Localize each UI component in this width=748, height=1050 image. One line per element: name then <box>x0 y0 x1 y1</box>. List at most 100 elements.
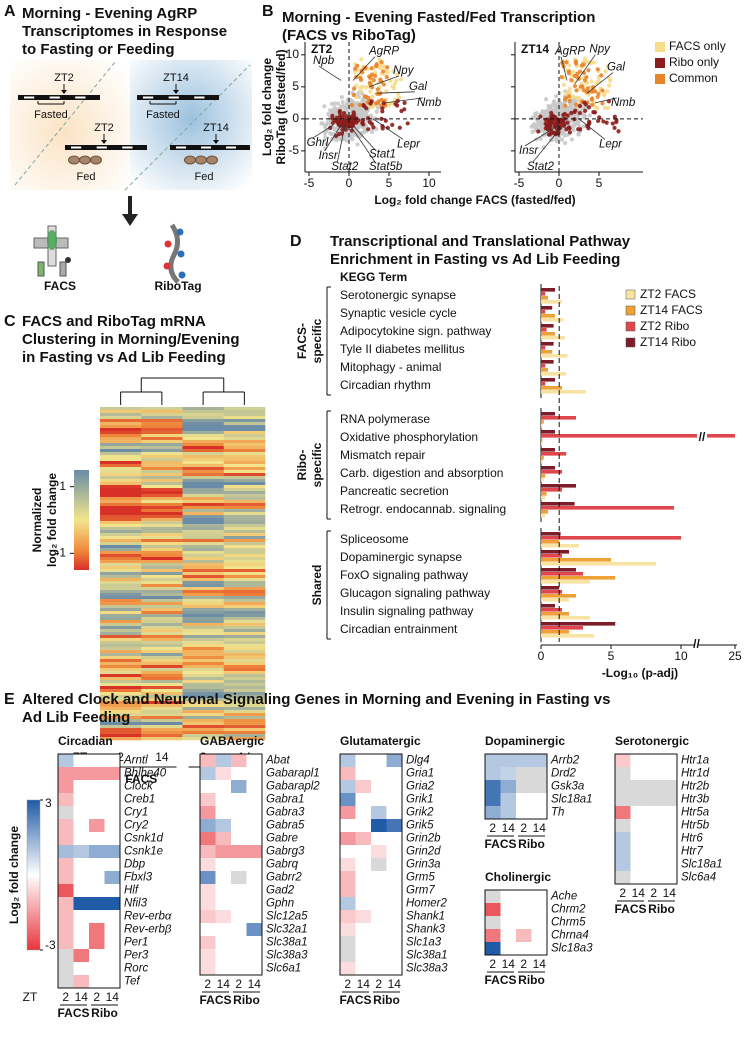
panel-title: in Fasting vs Ad Lib Feeding <box>22 349 226 366</box>
heatmap-texture <box>182 698 225 702</box>
bar <box>541 324 554 328</box>
heatmap-cell <box>215 832 232 846</box>
scatter-texture <box>381 101 386 106</box>
heatmap-cell <box>531 780 548 794</box>
scatter-texture <box>379 60 384 65</box>
column-axis-label: ZT <box>23 990 38 1004</box>
heatmap-cell <box>215 780 232 794</box>
heatmap-texture <box>141 572 183 576</box>
heatmap-cell <box>630 754 647 768</box>
group-label: specific <box>310 442 324 487</box>
heatmap-cell <box>89 806 105 820</box>
heatmap-texture <box>223 521 266 525</box>
mouse <box>195 155 207 165</box>
heatmap-texture <box>100 710 142 714</box>
heatmap-texture <box>141 425 183 429</box>
heatmap-cell <box>231 806 247 820</box>
column-label: 2 <box>235 977 242 991</box>
category-label: Tyle II diabetes mellitus <box>340 342 465 356</box>
x-tick-label: 10 <box>674 649 688 663</box>
heatmap-cell <box>615 767 631 781</box>
gene-label: Tef <box>124 976 141 988</box>
heatmap-cell <box>340 819 356 833</box>
heatmap-texture <box>182 722 225 726</box>
heatmap-texture <box>182 443 225 447</box>
gene-label: Grin2d <box>406 846 441 858</box>
heatmap-texture <box>182 665 225 669</box>
heatmap-texture <box>223 530 266 534</box>
heatmap-cell <box>231 949 247 963</box>
heatmap-frame <box>57 753 121 989</box>
heatmap-cell <box>231 793 247 807</box>
scatter-texture <box>398 77 404 82</box>
heatmap-cell <box>73 975 90 989</box>
heatmap-texture <box>100 692 142 696</box>
scatter-texture <box>343 118 348 124</box>
heatmap-texture <box>182 566 225 570</box>
heatmap-texture <box>100 518 142 522</box>
y-axis-label: RiboTag (fasted/fed) <box>274 49 288 164</box>
heatmap-texture <box>182 584 225 588</box>
heatmap-texture <box>100 683 142 687</box>
method-label: FACS <box>44 279 76 293</box>
heatmap-cell <box>246 897 263 911</box>
heatmap-cell <box>246 910 263 924</box>
heatmap-texture <box>223 593 266 597</box>
heatmap-texture <box>223 683 266 687</box>
category-label: Retrogr. endocannab. signaling <box>340 502 506 516</box>
heatmap-texture <box>141 623 183 627</box>
heatmap-texture <box>141 443 183 447</box>
heatmap-texture <box>223 431 266 435</box>
heatmap-texture <box>182 731 225 735</box>
heatmap-texture <box>182 431 225 435</box>
scatter-texture <box>391 69 396 74</box>
heatmap-cell <box>340 754 356 768</box>
group-label: Ribo- <box>295 450 309 481</box>
heatmap-texture <box>182 629 225 633</box>
scatter-texture <box>590 102 595 107</box>
heatmap-texture <box>100 488 142 492</box>
scatter-texture <box>565 120 570 125</box>
gene-label: Htr7 <box>681 846 703 858</box>
gene-label: Gad2 <box>266 885 295 897</box>
heatmap-texture <box>100 620 142 624</box>
scatter-texture <box>323 125 328 130</box>
heatmap-cell <box>231 962 247 976</box>
heatmap-cell <box>485 754 501 768</box>
heatmap-texture <box>223 482 266 486</box>
category-label: Synaptic vesicle cycle <box>340 306 457 320</box>
scatter-texture <box>573 59 579 64</box>
annotation-line <box>352 56 376 81</box>
heatmap-cell <box>386 949 403 963</box>
heatmap-cell <box>73 897 90 911</box>
heatmap-texture <box>141 479 183 483</box>
gene-label: Grin2b <box>406 833 441 845</box>
heatmap-cell <box>485 929 501 943</box>
heatmap-texture <box>141 410 183 414</box>
heatmap-cell <box>355 936 372 950</box>
scatter-texture <box>602 105 608 110</box>
heatmap-cell <box>104 962 121 976</box>
bar <box>541 562 656 566</box>
column-label: 2 <box>619 886 626 900</box>
heatmap-texture <box>223 671 266 675</box>
heatmap-texture <box>100 701 142 705</box>
bar <box>541 310 546 314</box>
heatmap-texture <box>182 686 225 690</box>
heatmap-cell <box>246 767 263 781</box>
panel-title: FACS and RiboTag mRNA <box>22 313 206 330</box>
heatmap-cell <box>89 871 105 885</box>
legend-swatch <box>625 289 636 300</box>
heatmap-texture <box>141 533 183 537</box>
heatmap-cell <box>246 884 263 898</box>
annotation-line <box>594 97 618 104</box>
heatmap-cell <box>246 949 263 963</box>
heatmap-texture <box>141 695 183 699</box>
gene-label: Ache <box>550 891 577 903</box>
heatmap-texture <box>100 593 142 597</box>
heatmap-texture <box>141 563 183 567</box>
heatmap-cell <box>531 890 548 904</box>
bar <box>541 364 546 368</box>
heatmap-cell <box>104 845 121 859</box>
scatter-texture <box>384 75 389 80</box>
